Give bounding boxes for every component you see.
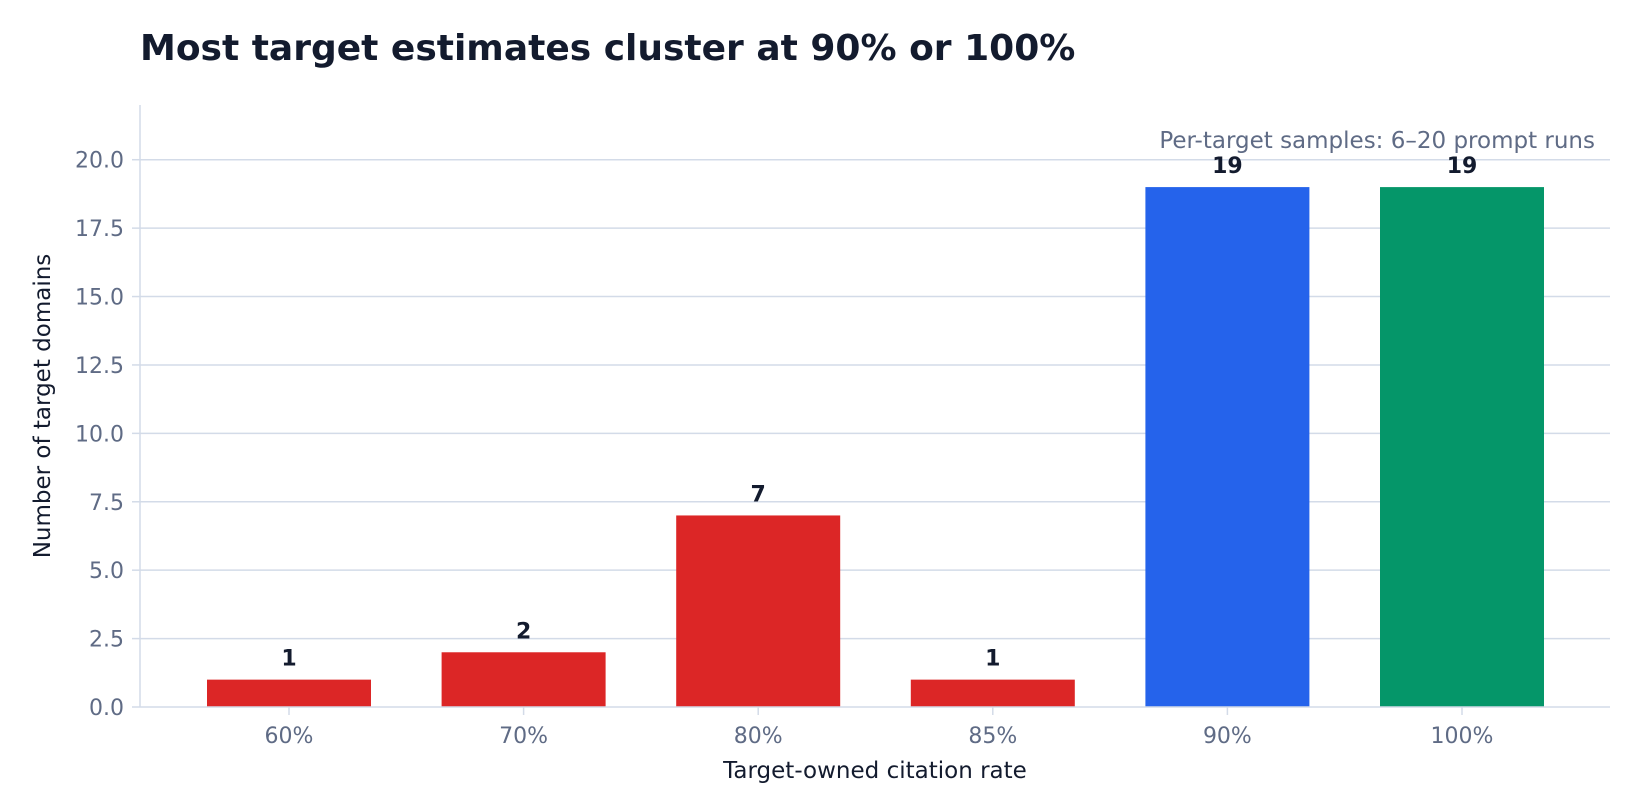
y-tick-label: 7.5 (89, 491, 124, 516)
bar-100% (1380, 187, 1544, 707)
data-labels: 1 2 7 1 19 19 (281, 154, 1477, 672)
data-label: 1 (281, 647, 296, 672)
bar-70% (441, 652, 606, 707)
x-tick-label: 80% (734, 724, 783, 749)
y-tick-label: 17.5 (75, 217, 124, 242)
y-tick-label: 12.5 (75, 354, 124, 379)
y-tick-labels: 0.0 2.5 5.0 7.5 10.0 12.5 15.0 17.5 20.0 (75, 149, 140, 721)
sample-size-annotation: Per-target samples: 6–20 prompt runs (1159, 128, 1595, 154)
data-label: 7 (751, 482, 766, 507)
y-tick-label: 20.0 (75, 149, 124, 174)
x-tick-label: 100% (1431, 724, 1494, 749)
x-tick-labels: 60% 70% 80% 85% 90% 100% (265, 707, 1494, 749)
x-tick-label: 60% (265, 724, 314, 749)
data-label: 19 (1212, 154, 1243, 179)
x-tick-label: 70% (499, 724, 548, 749)
y-tick-label: 15.0 (75, 286, 124, 311)
bar-85% (910, 679, 1075, 707)
x-axis-label: Target-owned citation rate (722, 758, 1027, 784)
chart-title: Most target estimates cluster at 90% or … (140, 28, 1075, 69)
data-label: 2 (516, 619, 531, 644)
bar-80% (676, 515, 841, 707)
bar-60% (207, 679, 371, 707)
y-axis-label: Number of target domains (30, 254, 56, 559)
data-label: 19 (1447, 154, 1478, 179)
y-tick-label: 10.0 (75, 422, 124, 447)
y-tick-label: 2.5 (89, 628, 124, 653)
bars (207, 187, 1544, 707)
data-label: 1 (985, 647, 1000, 672)
x-tick-label: 90% (1203, 724, 1252, 749)
x-tick-label: 85% (968, 724, 1017, 749)
gridlines (140, 158, 1610, 640)
y-tick-label: 5.0 (89, 559, 124, 584)
bar-90% (1145, 187, 1310, 707)
y-tick-label: 0.0 (89, 696, 124, 721)
